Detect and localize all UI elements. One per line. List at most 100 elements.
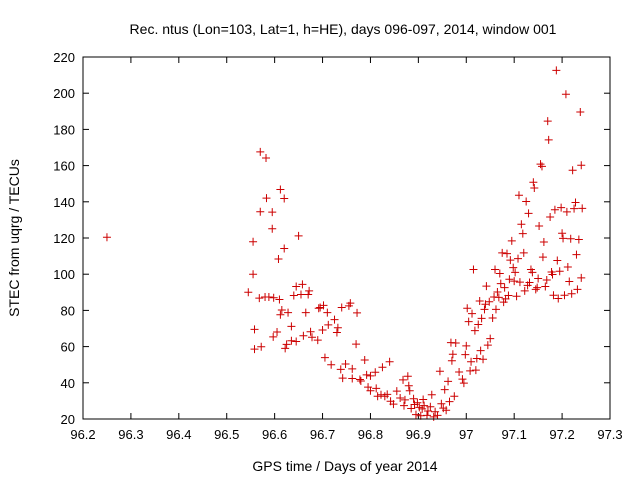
data-point bbox=[511, 268, 520, 277]
data-point bbox=[472, 354, 481, 363]
data-point bbox=[418, 404, 427, 413]
data-point bbox=[464, 317, 473, 326]
data-point bbox=[341, 359, 350, 368]
data-point bbox=[559, 234, 568, 243]
data-point bbox=[419, 395, 428, 404]
data-point bbox=[423, 407, 432, 416]
data-point bbox=[435, 367, 444, 376]
data-point bbox=[385, 357, 394, 366]
data-point bbox=[519, 248, 528, 257]
data-point bbox=[555, 267, 564, 276]
data-point bbox=[563, 262, 572, 271]
data-point bbox=[275, 295, 284, 304]
data-point bbox=[577, 273, 586, 282]
data-point bbox=[442, 406, 451, 415]
data-point bbox=[299, 331, 308, 340]
data-point bbox=[572, 250, 581, 259]
data-point bbox=[257, 342, 266, 351]
y-tick-label: 100 bbox=[53, 267, 75, 282]
data-point bbox=[514, 191, 523, 200]
data-point bbox=[262, 153, 271, 162]
x-tick-label: 97 bbox=[459, 427, 473, 442]
data-point bbox=[373, 392, 382, 401]
data-point bbox=[396, 394, 405, 403]
data-point bbox=[448, 350, 457, 359]
x-tick-label: 97.1 bbox=[502, 427, 527, 442]
data-point bbox=[281, 344, 290, 353]
x-tick-label: 96.6 bbox=[262, 427, 287, 442]
x-tick-label: 96.9 bbox=[406, 427, 431, 442]
data-point bbox=[333, 323, 342, 332]
data-point bbox=[399, 401, 408, 410]
data-point bbox=[471, 366, 480, 375]
data-point bbox=[455, 367, 464, 376]
data-point bbox=[528, 268, 537, 277]
data-point bbox=[304, 290, 313, 299]
data-point bbox=[244, 288, 253, 297]
data-point bbox=[360, 355, 369, 364]
data-point bbox=[356, 376, 365, 385]
data-point bbox=[313, 336, 322, 345]
data-point bbox=[518, 229, 527, 238]
data-point bbox=[566, 234, 575, 243]
data-point bbox=[500, 283, 509, 292]
data-point bbox=[557, 203, 566, 212]
data-point bbox=[531, 285, 540, 294]
data-point bbox=[470, 326, 479, 335]
data-point bbox=[362, 370, 371, 379]
y-tick-label: 20 bbox=[61, 412, 75, 427]
data-point bbox=[553, 256, 562, 265]
data-point bbox=[308, 333, 317, 342]
data-point bbox=[249, 237, 258, 246]
x-tick-label: 97.3 bbox=[597, 427, 622, 442]
y-tick-label: 200 bbox=[53, 86, 75, 101]
data-point bbox=[463, 304, 472, 313]
data-point bbox=[403, 372, 412, 381]
data-point bbox=[301, 308, 310, 317]
data-point bbox=[529, 178, 538, 187]
data-point bbox=[491, 305, 500, 314]
data-point bbox=[544, 135, 553, 144]
data-point bbox=[458, 375, 467, 384]
data-point bbox=[576, 108, 585, 117]
data-point bbox=[378, 363, 387, 372]
data-point bbox=[477, 314, 486, 323]
data-point bbox=[517, 220, 526, 229]
y-tick-label: 80 bbox=[61, 303, 75, 318]
data-point bbox=[491, 265, 500, 274]
data-point bbox=[324, 320, 333, 329]
data-point bbox=[346, 299, 355, 308]
data-point bbox=[102, 233, 111, 242]
data-point bbox=[447, 356, 456, 365]
data-point bbox=[486, 334, 495, 343]
data-point bbox=[568, 166, 577, 175]
data-point bbox=[499, 298, 508, 307]
data-point bbox=[355, 375, 364, 384]
data-point bbox=[496, 279, 505, 288]
data-point bbox=[352, 340, 361, 349]
data-point bbox=[537, 162, 546, 171]
x-tick-label: 97.2 bbox=[549, 427, 574, 442]
data-point bbox=[336, 365, 345, 374]
data-point bbox=[292, 282, 301, 291]
data-point bbox=[319, 301, 328, 310]
data-point bbox=[371, 368, 380, 377]
data-point bbox=[318, 325, 327, 334]
data-point bbox=[348, 364, 357, 373]
data-point bbox=[505, 275, 514, 284]
data-point bbox=[389, 400, 398, 409]
data-point bbox=[533, 283, 542, 292]
data-point bbox=[520, 286, 529, 295]
data-point bbox=[287, 336, 296, 345]
data-point bbox=[255, 294, 264, 303]
data-point bbox=[404, 381, 413, 390]
data-point bbox=[475, 296, 484, 305]
data-point bbox=[461, 350, 470, 359]
data-point bbox=[494, 293, 503, 302]
data-point bbox=[445, 397, 454, 406]
data-point bbox=[474, 320, 483, 329]
data-point bbox=[530, 184, 539, 193]
data-point bbox=[466, 366, 475, 375]
data-point bbox=[280, 194, 289, 203]
y-tick-label: 40 bbox=[61, 376, 75, 391]
